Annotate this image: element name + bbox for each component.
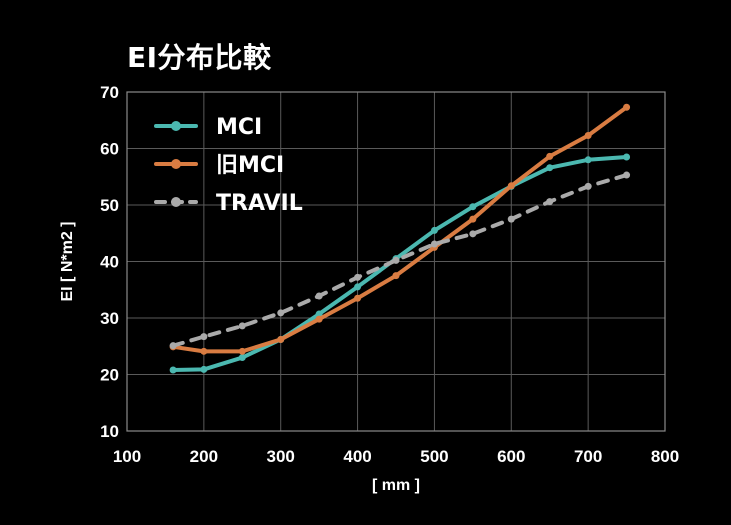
legend-swatch-marker (171, 121, 181, 131)
y-tick-label: 10 (100, 422, 119, 441)
y-tick-labels: 10 20 30 40 50 60 70 (100, 83, 119, 441)
series-line (171, 105, 629, 354)
data-point (392, 256, 400, 264)
series-group (169, 103, 631, 374)
data-point (546, 164, 554, 172)
series-2 (169, 171, 631, 350)
y-axis-label: EI [ N*m2 ] (59, 221, 76, 301)
data-point (354, 283, 362, 291)
data-point (277, 309, 285, 317)
data-point (430, 226, 438, 234)
series-1 (169, 103, 631, 355)
series-line (171, 154, 629, 372)
data-point (238, 322, 246, 330)
legend-label: TRAVIL (216, 191, 303, 216)
data-point (469, 215, 477, 223)
y-tick-label: 20 (100, 366, 119, 385)
x-tick-label: 700 (574, 447, 602, 466)
data-point (238, 347, 246, 355)
data-point (584, 156, 592, 164)
y-tick-label: 40 (100, 253, 119, 272)
legend-swatch-marker (171, 159, 181, 169)
legend-label: 旧MCI (216, 153, 284, 178)
x-tick-label: 600 (497, 447, 525, 466)
data-point (354, 294, 362, 302)
y-tick-label: 70 (100, 83, 119, 102)
data-point (200, 333, 208, 341)
data-point (584, 182, 592, 190)
data-point (546, 198, 554, 206)
data-point (430, 240, 438, 248)
data-point (392, 272, 400, 280)
data-point (200, 365, 208, 373)
data-point (315, 292, 323, 300)
plot-frame (126, 91, 666, 432)
data-point (507, 182, 515, 190)
data-point (315, 310, 323, 318)
x-tick-label: 100 (113, 447, 141, 466)
data-point (315, 315, 323, 323)
data-point (277, 335, 285, 343)
y-tick-label: 30 (100, 309, 119, 328)
x-tick-label: 800 (651, 447, 679, 466)
data-point (623, 103, 631, 111)
data-point (238, 354, 246, 362)
series-0 (169, 153, 631, 374)
data-point (623, 171, 631, 179)
legend: MCI 旧MCI TRAVIL (154, 115, 303, 216)
x-tick-label: 400 (343, 447, 371, 466)
data-point (169, 342, 177, 350)
x-tick-label: 200 (190, 447, 218, 466)
y-tick-label: 50 (100, 196, 119, 215)
data-point (546, 152, 554, 160)
legend-swatch-marker (171, 197, 181, 207)
plot-border (126, 91, 666, 432)
x-tick-label: 500 (420, 447, 448, 466)
data-point (623, 153, 631, 161)
data-point (469, 203, 477, 211)
x-tick-label: 300 (267, 447, 295, 466)
data-point (354, 273, 362, 281)
y-tick-label: 60 (100, 140, 119, 159)
data-point (584, 132, 592, 140)
x-axis-label: [ mm ] (372, 477, 420, 494)
data-point (169, 366, 177, 374)
data-point (200, 347, 208, 355)
legend-label: MCI (216, 115, 262, 140)
x-tick-labels: 100 200 300 400 500 600 700 800 (113, 447, 679, 466)
data-point (507, 215, 515, 223)
data-point (469, 230, 477, 238)
chart-title: EI分布比較 (127, 41, 272, 74)
